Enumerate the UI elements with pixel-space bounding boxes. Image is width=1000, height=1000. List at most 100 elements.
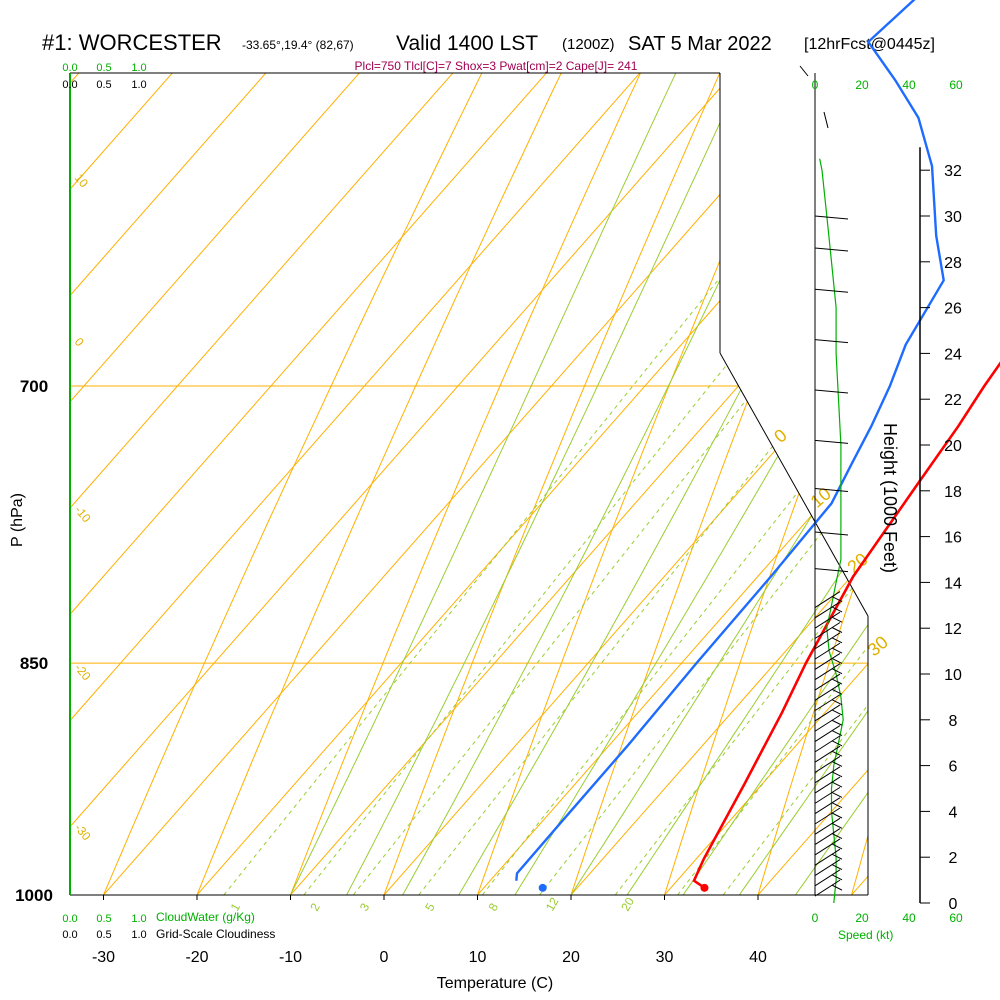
moist-adiabat-line <box>290 73 868 895</box>
cloudwater-scale-bottom: 0.5 <box>96 913 111 925</box>
dry-adiabat-label: -10 <box>72 503 94 526</box>
wind-barb <box>814 766 841 784</box>
wind-barb-flag <box>831 843 843 850</box>
wind-barb-flag <box>831 647 843 654</box>
wind-scale-top-tick: 0 <box>812 78 819 92</box>
wind-barb-flag <box>831 874 843 881</box>
wind-barb <box>814 725 841 742</box>
height-axis-label: Height (1000 Feet) <box>880 423 900 573</box>
wind-barb-flag <box>831 637 843 644</box>
pressure-tick-label: 850 <box>20 654 48 673</box>
height-axis-tick-label: 16 <box>944 530 962 547</box>
x-axis-tick-label: 10 <box>469 949 487 966</box>
wind-barb <box>814 288 849 293</box>
mixing-ratio-line <box>223 73 868 895</box>
grid-layer <box>70 73 868 895</box>
dry-adiabat-line <box>570 73 868 895</box>
cloudwater-scale-bottom: 1.0 <box>131 913 146 925</box>
isotherm-label: 0 <box>770 425 791 447</box>
isotherm-line <box>570 73 868 895</box>
zulu-time: (1200Z) <box>562 36 615 53</box>
height-axis-tick-label: 18 <box>944 484 962 501</box>
dry-adiabat-line <box>757 73 868 895</box>
wind-barb <box>814 642 841 660</box>
isotherm-label: 10 <box>807 483 835 511</box>
wind-barb <box>814 673 841 691</box>
dry-adiabat-line <box>664 73 868 895</box>
wind-barb <box>814 694 841 712</box>
dry-adiabat-label: 10 <box>72 171 92 190</box>
wind-barb-flag <box>831 864 843 870</box>
isotherm-line <box>70 73 868 895</box>
dry-adiabat-label: 0 <box>72 335 87 349</box>
moist-adiabat-line <box>626 73 868 895</box>
wind-layer <box>799 65 849 904</box>
wind-barb <box>814 339 849 344</box>
height-axis-tick-label: 26 <box>944 301 962 318</box>
station-coords: -33.65°,19.4° (82,67) <box>242 38 354 52</box>
dewpoint-line <box>515 0 945 881</box>
mixing-ratio-line <box>539 73 868 895</box>
isotherm-line <box>103 73 868 895</box>
y-axis-label: P (hPa) <box>9 493 26 547</box>
isotherm-line <box>70 73 868 895</box>
x-axis-tick-label: 20 <box>562 949 580 966</box>
wind-barb-flag <box>831 802 843 809</box>
wind-barb-flag <box>831 853 843 860</box>
x-axis-tick-label: -10 <box>279 949 302 966</box>
wind-scale-bottom-tick: 60 <box>949 911 963 925</box>
moist-adiabat-line <box>514 73 868 895</box>
wind-barb-flag <box>831 709 843 716</box>
station-title: #1: WORCESTER <box>42 30 222 55</box>
dry-adiabat-line <box>851 73 868 895</box>
wind-barb-flag <box>831 678 843 685</box>
wind-barb-flag <box>831 719 843 726</box>
wind-barb <box>814 817 841 835</box>
wind-barb <box>814 601 841 619</box>
mixing-ratio-label: 20 <box>618 895 637 914</box>
isotherm-line <box>70 73 868 895</box>
dry-adiabat-label: -30 <box>72 821 94 844</box>
dry-adiabat-label: -20 <box>72 661 94 684</box>
wind-barb-flag <box>831 730 843 737</box>
wind-barb <box>814 591 841 609</box>
height-axis-tick-label: 28 <box>944 255 962 272</box>
wind-barb-flag <box>831 616 843 623</box>
pressure-tick-label: 1000 <box>15 886 53 905</box>
isotherm-line <box>70 73 868 895</box>
x-axis-tick-label: -20 <box>185 949 208 966</box>
isotherm-line <box>757 73 868 895</box>
wind-barb-flag <box>831 699 843 706</box>
height-axis-tick-label: 14 <box>944 575 962 592</box>
wind-barb <box>814 828 841 846</box>
wind-barb <box>814 838 841 856</box>
wind-scale-bottom-tick: 20 <box>855 911 869 925</box>
height-axis-tick-label: 20 <box>944 438 962 455</box>
dry-adiabat-line <box>477 73 868 895</box>
cloudiness-scale-bottom: 0.5 <box>96 929 111 941</box>
wind-barb-flag <box>831 688 843 695</box>
cloudiness-scale-bottom: 1.0 <box>131 929 146 941</box>
wind-barb <box>814 652 841 670</box>
wind-barb-flag <box>831 771 843 778</box>
wind-barb <box>814 531 849 536</box>
height-axis-tick-label: 12 <box>944 621 962 638</box>
wind-scale-bottom-tick: 0 <box>812 911 819 925</box>
height-axis-tick-label: 4 <box>949 804 958 821</box>
wind-barb <box>814 745 841 763</box>
wind-scale-top-tick: 20 <box>855 78 869 92</box>
mixing-ratio-label: 12 <box>543 895 562 914</box>
wind-barb-flag <box>831 833 843 840</box>
wind-barb <box>814 488 849 493</box>
wind-barb-flag <box>831 761 843 767</box>
wind-barb <box>814 797 841 815</box>
cloudiness-scale-top: 0.0 <box>62 79 77 91</box>
axis-layer: -30-20-100102030402503004005007008501000… <box>15 62 963 966</box>
mixing-ratio-label: 8 <box>486 900 502 913</box>
cloudiness-scale-top: 0.5 <box>96 79 111 91</box>
wind-barb <box>814 389 849 394</box>
plot-frame-diagonal <box>719 352 869 617</box>
valid-time: Valid 1400 LST <box>396 32 538 55</box>
